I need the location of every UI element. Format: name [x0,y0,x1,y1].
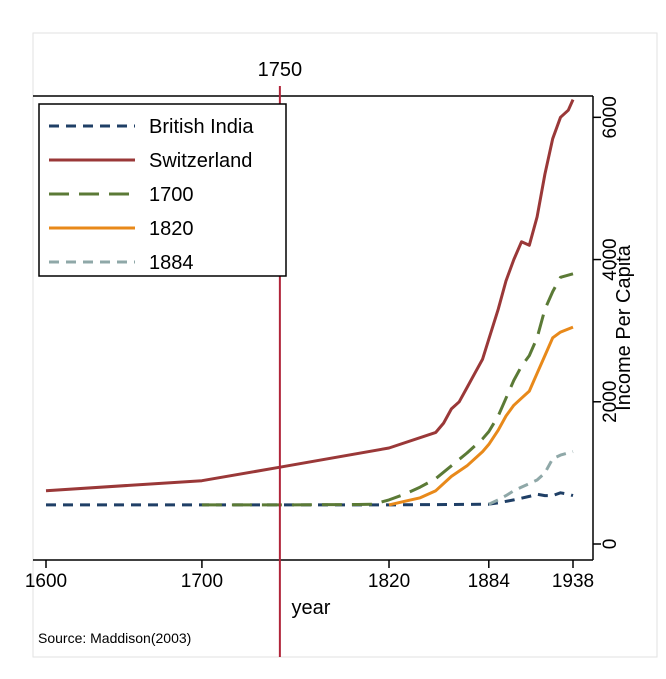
x-axis-ticks: 1600 1700 1820 1884 1938 [25,560,594,592]
x-tick-label: 1600 [25,571,67,592]
legend-box [38,103,287,277]
x-axis-label: year [292,597,331,619]
series-line-1 [45,98,575,493]
y-axis-ticks: 0 2000 4000 6000 [593,96,621,549]
legend-label-0: British India [149,116,254,138]
legend-label-2: 1700 [149,184,194,206]
source-note: Source: Maddison(2003) [38,630,191,646]
y-axis-label: Income Per Capita [613,244,635,411]
series-line-2 [201,272,574,507]
y-tick-label: 2000 [600,381,621,423]
series-line-3 [388,325,574,507]
x-tick-label: 1938 [552,571,594,592]
y-tick-label: 6000 [600,96,621,138]
legend-label-4: 1884 [149,252,194,274]
y-tick-label: 4000 [600,238,621,280]
x-tick-label: 1820 [368,571,410,592]
legend: British India Switzerland 1700 1820 1884 [38,103,287,277]
x-tick-label: 1884 [468,571,511,592]
legend-label-1: Switzerland [149,150,252,172]
x-tick-label: 1700 [181,571,223,592]
series-layer [45,98,575,507]
legend-label-3: 1820 [149,218,194,240]
top-marker-label: 1750 [258,59,303,81]
series-line-0 [46,491,574,507]
y-tick-label: 0 [600,539,621,550]
